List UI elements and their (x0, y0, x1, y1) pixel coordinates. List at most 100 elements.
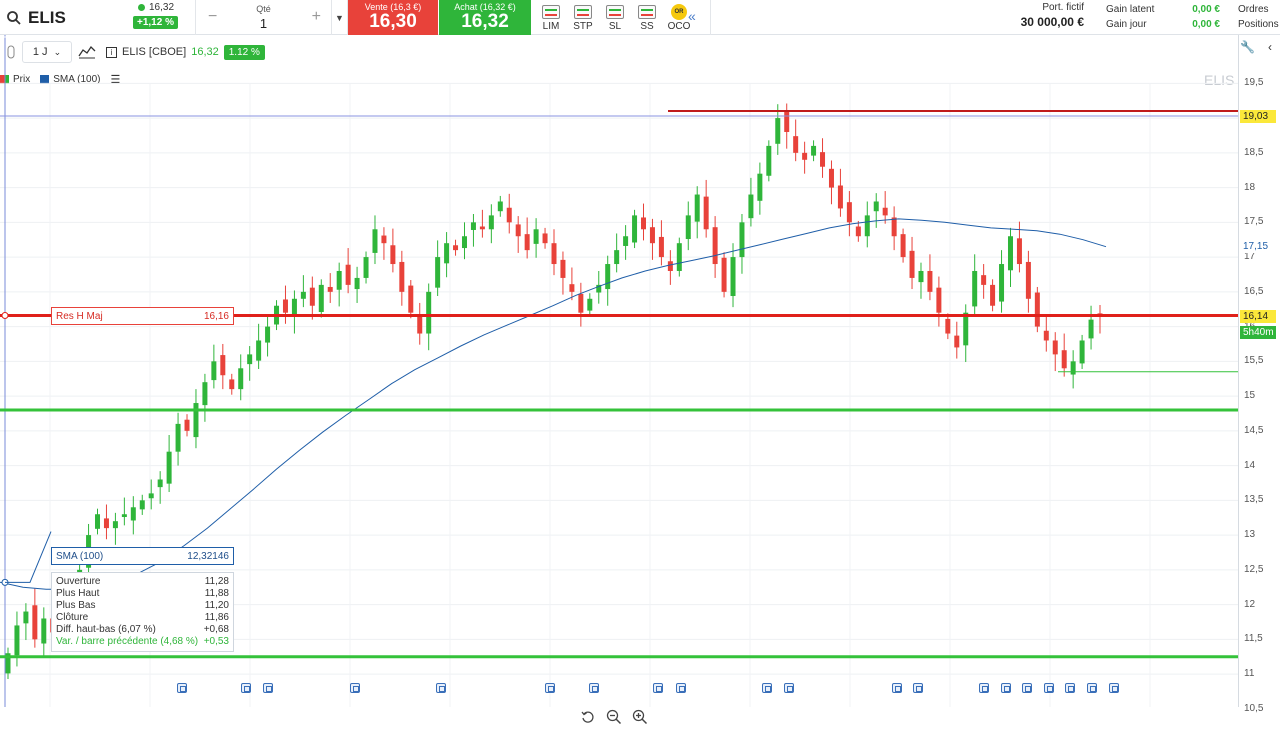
instrument-search[interactable]: ELIS (0, 0, 128, 35)
reset-zoom-button[interactable] (578, 707, 598, 727)
event-marker-icon[interactable] (1022, 683, 1032, 693)
chart-settings-button[interactable] (0, 45, 22, 59)
tooltip-row: Ouverture 11,28 (56, 576, 229, 588)
candle-body (435, 257, 441, 288)
candle-body (14, 625, 20, 656)
candle-body (426, 291, 432, 334)
candle-body (891, 217, 897, 237)
event-marker-icon[interactable] (676, 683, 686, 693)
order-type-lim[interactable]: LIM (538, 0, 564, 35)
chart-type-button[interactable] (72, 45, 102, 59)
candle-body (327, 286, 333, 292)
candle-body (623, 236, 629, 246)
candle-timer-tag: 5h40m (1240, 326, 1276, 339)
change-badge: +1,12 % (133, 16, 178, 29)
sma-label-box[interactable]: SMA (100) 12,32146 (51, 547, 234, 565)
sma-label: SMA (100) (56, 550, 104, 562)
sell-button[interactable]: Vente (16,3 €) 16,30 (348, 0, 438, 35)
quantity-stepper[interactable]: − Qté 1 + (196, 0, 332, 35)
tooltip-row: Diff. haut-bas (6,07 %) +0,68 (56, 624, 229, 636)
top-trading-bar: ELIS 16,32 +1,12 % − Qté 1 + ▼ Vente (16… (0, 0, 1280, 35)
event-marker-icon[interactable] (177, 683, 187, 693)
tab-positions[interactable]: Positions (1238, 19, 1279, 30)
event-marker-icon[interactable] (241, 683, 251, 693)
event-marker-icon[interactable] (653, 683, 663, 693)
collapse-panel-icon[interactable]: « (688, 8, 696, 24)
candle-body (524, 234, 530, 251)
event-marker-icon[interactable] (1109, 683, 1119, 693)
candle-body (649, 227, 655, 244)
candle-body (1007, 236, 1013, 271)
sell-price: 16,30 (369, 11, 417, 32)
candle-body (1070, 361, 1076, 375)
price-axis-tick: 13,5 (1244, 494, 1264, 506)
candle-body (148, 493, 154, 499)
tooltip-row: Plus Bas 11,20 (56, 600, 229, 612)
candle-body (846, 202, 852, 223)
event-marker-icon[interactable] (350, 683, 360, 693)
candle-body (855, 226, 861, 237)
legend-price[interactable]: Prix (13, 73, 31, 85)
legend-sma[interactable]: SMA (100) (53, 73, 101, 85)
search-icon[interactable] (6, 10, 22, 26)
chevron-left-icon[interactable]: ‹ (1268, 40, 1272, 54)
resistance-label-box[interactable]: Res H Maj 16,16 (51, 307, 234, 325)
event-marker-icon[interactable] (263, 683, 273, 693)
event-marker-icon[interactable] (1044, 683, 1054, 693)
candle-body (5, 653, 11, 674)
tooltip-value: +0,68 (203, 624, 229, 635)
event-marker-icon[interactable] (436, 683, 446, 693)
candle-body (667, 261, 673, 271)
tooltip-value: 11,28 (204, 576, 229, 587)
increment-button[interactable]: + (311, 8, 321, 25)
wrench-icon[interactable]: 🔧 (1240, 40, 1255, 54)
candle-body (256, 340, 262, 361)
order-type-ss[interactable]: SS (634, 0, 660, 35)
event-marker-icon[interactable] (1001, 683, 1011, 693)
candle-body (354, 277, 360, 290)
price-chart[interactable] (0, 35, 1240, 707)
event-marker-icon[interactable] (762, 683, 772, 693)
event-marker-icon[interactable] (545, 683, 555, 693)
price-axis-tick: 17 (1244, 251, 1256, 263)
event-marker-icon[interactable] (784, 683, 794, 693)
tooltip-row: Plus Haut 11,88 (56, 588, 229, 600)
price-axis-tick: 19,5 (1244, 77, 1264, 89)
event-marker-icon[interactable] (1087, 683, 1097, 693)
zoom-in-button[interactable] (630, 707, 650, 727)
candle-body (802, 152, 808, 160)
candle-body (560, 259, 566, 278)
portfolio-value: 30 000,00 € (1020, 15, 1084, 29)
candle-body (300, 291, 306, 299)
order-type-oco[interactable]: OR OCO (666, 0, 692, 35)
candle-body (990, 284, 996, 306)
buy-button[interactable]: Achat (16,32 €) 16,32 (439, 0, 531, 35)
ticker-symbol[interactable]: ELIS (28, 7, 66, 27)
zoom-out-button[interactable] (604, 707, 624, 727)
quantity-input[interactable]: 1 (259, 16, 268, 31)
candle-body (945, 318, 951, 334)
sma-price-tag: 17,15 (1240, 240, 1276, 253)
candle-body (587, 298, 593, 311)
order-type-stp[interactable]: STP (570, 0, 596, 35)
info-icon[interactable]: i (106, 46, 117, 58)
candle-body (506, 207, 512, 223)
quantity-dropdown-button[interactable]: ▼ (332, 0, 348, 35)
interval-select[interactable]: 1 J ⌄ (22, 41, 72, 63)
tooltip-label: Plus Haut (56, 588, 100, 599)
tab-orders[interactable]: Ordres (1238, 4, 1269, 15)
tooltip-row: Var. / barre précédente (4,68 %) +0,53 (56, 636, 229, 648)
candle-body (739, 222, 745, 258)
event-marker-icon[interactable] (1065, 683, 1075, 693)
candle-body (417, 316, 423, 334)
candle-body (685, 215, 691, 240)
chart-toolbar: 1 J ⌄ i ELIS [CBOE] 16,32 1.12 % (0, 40, 265, 64)
event-marker-icon[interactable] (589, 683, 599, 693)
candle-body (497, 201, 503, 212)
order-type-sl[interactable]: SL (602, 0, 628, 35)
event-marker-icon[interactable] (979, 683, 989, 693)
legend-list-icon[interactable]: ☰ (110, 73, 121, 86)
event-marker-icon[interactable] (913, 683, 923, 693)
event-marker-icon[interactable] (892, 683, 902, 693)
decrement-button[interactable]: − (208, 8, 218, 25)
